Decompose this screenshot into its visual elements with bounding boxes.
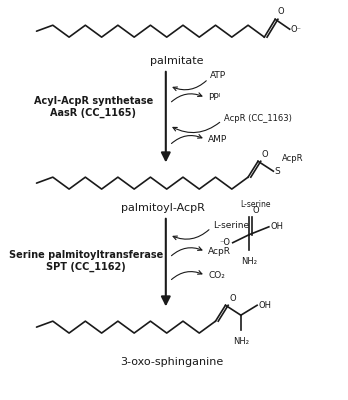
Text: ATP: ATP — [210, 71, 226, 80]
Text: NH₂: NH₂ — [233, 337, 249, 346]
Text: O: O — [253, 206, 259, 215]
Text: AcpR (CC_1163): AcpR (CC_1163) — [224, 114, 292, 123]
Text: O: O — [262, 150, 268, 159]
Text: AMP: AMP — [208, 135, 228, 144]
Text: PPᴵ: PPᴵ — [208, 93, 221, 102]
Text: AasR (CC_1165): AasR (CC_1165) — [50, 108, 136, 118]
Text: O: O — [277, 7, 284, 16]
Text: OH: OH — [271, 222, 284, 231]
Text: L-serine: L-serine — [240, 200, 270, 209]
Text: CO₂: CO₂ — [208, 271, 225, 280]
Text: OH: OH — [259, 301, 272, 310]
Text: AcpR: AcpR — [208, 247, 231, 256]
Text: palmitoyl-AcpR: palmitoyl-AcpR — [121, 203, 205, 213]
Text: Acyl-AcpR synthetase: Acyl-AcpR synthetase — [34, 96, 153, 106]
Text: ⁻O: ⁻O — [220, 238, 231, 247]
Text: Serine palmitoyltransferase: Serine palmitoyltransferase — [9, 250, 163, 260]
Text: L-serine: L-serine — [213, 221, 249, 230]
Text: 3-oxo-sphinganine: 3-oxo-sphinganine — [120, 357, 224, 367]
Text: O: O — [229, 294, 236, 303]
Text: AcpR: AcpR — [282, 154, 303, 163]
Text: S: S — [274, 167, 280, 176]
Text: palmitate: palmitate — [150, 56, 204, 66]
Text: SPT (CC_1162): SPT (CC_1162) — [46, 262, 126, 272]
Text: NH₂: NH₂ — [241, 257, 257, 266]
Text: O⁻: O⁻ — [291, 25, 302, 34]
